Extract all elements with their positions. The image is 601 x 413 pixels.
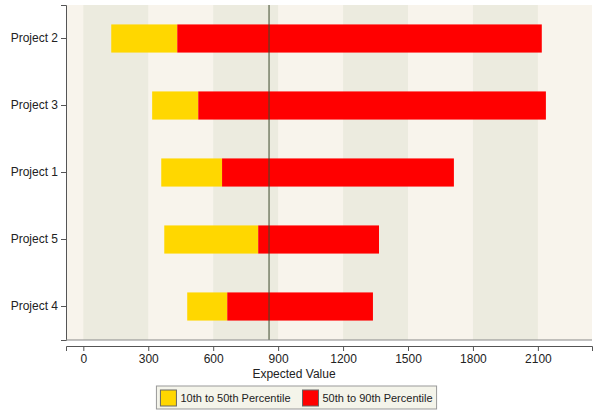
- y-tick-label: Project 5: [11, 232, 59, 246]
- legend-box: [156, 386, 436, 409]
- bar: [227, 292, 373, 320]
- y-tick-mark: [61, 239, 66, 240]
- bar: [198, 91, 546, 119]
- x-tick-label: 1200: [330, 352, 357, 366]
- x-tick-mark: [148, 346, 149, 351]
- x-axis-line: [67, 347, 593, 352]
- reference-line: [269, 5, 270, 340]
- y-tick-label: Project 4: [11, 299, 59, 313]
- y-tick-label: Project 2: [11, 31, 59, 45]
- x-tick-label: 900: [269, 352, 289, 366]
- x-tick-mark: [83, 346, 84, 351]
- x-tick: 2100: [525, 346, 552, 366]
- bar: [152, 91, 198, 119]
- y-tick: Project 4: [11, 299, 66, 313]
- grid-band: [473, 5, 538, 340]
- x-tick-label: 0: [80, 352, 87, 366]
- x-tick-label: 2100: [525, 352, 552, 366]
- x-tick-mark: [213, 346, 214, 351]
- x-tick-label: 1500: [395, 352, 422, 366]
- legend-label: 10th to 50th Percentile: [180, 392, 290, 404]
- legend: 10th to 50th Percentile 50th to 90th Perc…: [156, 386, 436, 409]
- y-tick-mark: [61, 38, 66, 39]
- legend-label: 50th to 90th Percentile: [323, 392, 433, 404]
- x-tick-label: 1800: [460, 352, 487, 366]
- bar: [187, 292, 227, 320]
- plot-background: [66, 5, 592, 340]
- x-tick-mark: [343, 346, 344, 351]
- bar: [111, 24, 177, 52]
- legend-item: 50th to 90th Percentile: [303, 390, 433, 406]
- y-axis: Project 2 Project 3 Project 1 Project 5 Proj…: [11, 6, 67, 341]
- chart: 03006009001200150018002100Project 2Proje…: [0, 0, 601, 413]
- y-tick: Project 1: [11, 165, 66, 179]
- plot-content: [83, 5, 546, 340]
- y-tick-mark: [61, 172, 66, 173]
- y-tick-label: Project 1: [11, 165, 59, 179]
- bar: [177, 24, 542, 52]
- x-tick-mark: [538, 346, 539, 351]
- bar: [222, 158, 454, 186]
- x-tick: 1200: [330, 346, 357, 366]
- x-tick: 600: [204, 346, 224, 366]
- legend-swatch: [303, 390, 319, 406]
- y-tick-mark: [61, 306, 66, 307]
- plot: 03006009001200150018002100Project 2Proje…: [11, 5, 593, 366]
- plot-frame: [66, 340, 592, 341]
- grid-band: [83, 5, 148, 340]
- x-tick: 1500: [395, 346, 422, 366]
- x-tick-mark: [473, 346, 474, 351]
- x-tick: 300: [139, 346, 159, 366]
- x-tick-label: 300: [139, 352, 159, 366]
- y-axis-line: [61, 6, 67, 341]
- x-tick: 1800: [460, 346, 487, 366]
- bar: [258, 225, 379, 253]
- y-tick: Project 3: [11, 98, 66, 112]
- legend-swatch: [160, 390, 176, 406]
- legend-item: 10th to 50th Percentile: [160, 390, 290, 406]
- x-axis: 0 300 600 900 1200 1500 1800 2100: [67, 346, 593, 366]
- bar: [161, 158, 222, 186]
- x-axis-title: Expected Value: [252, 367, 335, 381]
- bar: [164, 225, 258, 253]
- y-tick-label: Project 3: [11, 98, 59, 112]
- y-tick: Project 2: [11, 31, 66, 45]
- x-tick-mark: [278, 346, 279, 351]
- y-tick-mark: [61, 105, 66, 106]
- x-tick-mark: [408, 346, 409, 351]
- x-tick: 900: [269, 346, 289, 366]
- x-tick: 0: [80, 346, 87, 366]
- x-tick-label: 600: [204, 352, 224, 366]
- y-tick: Project 5: [11, 232, 66, 246]
